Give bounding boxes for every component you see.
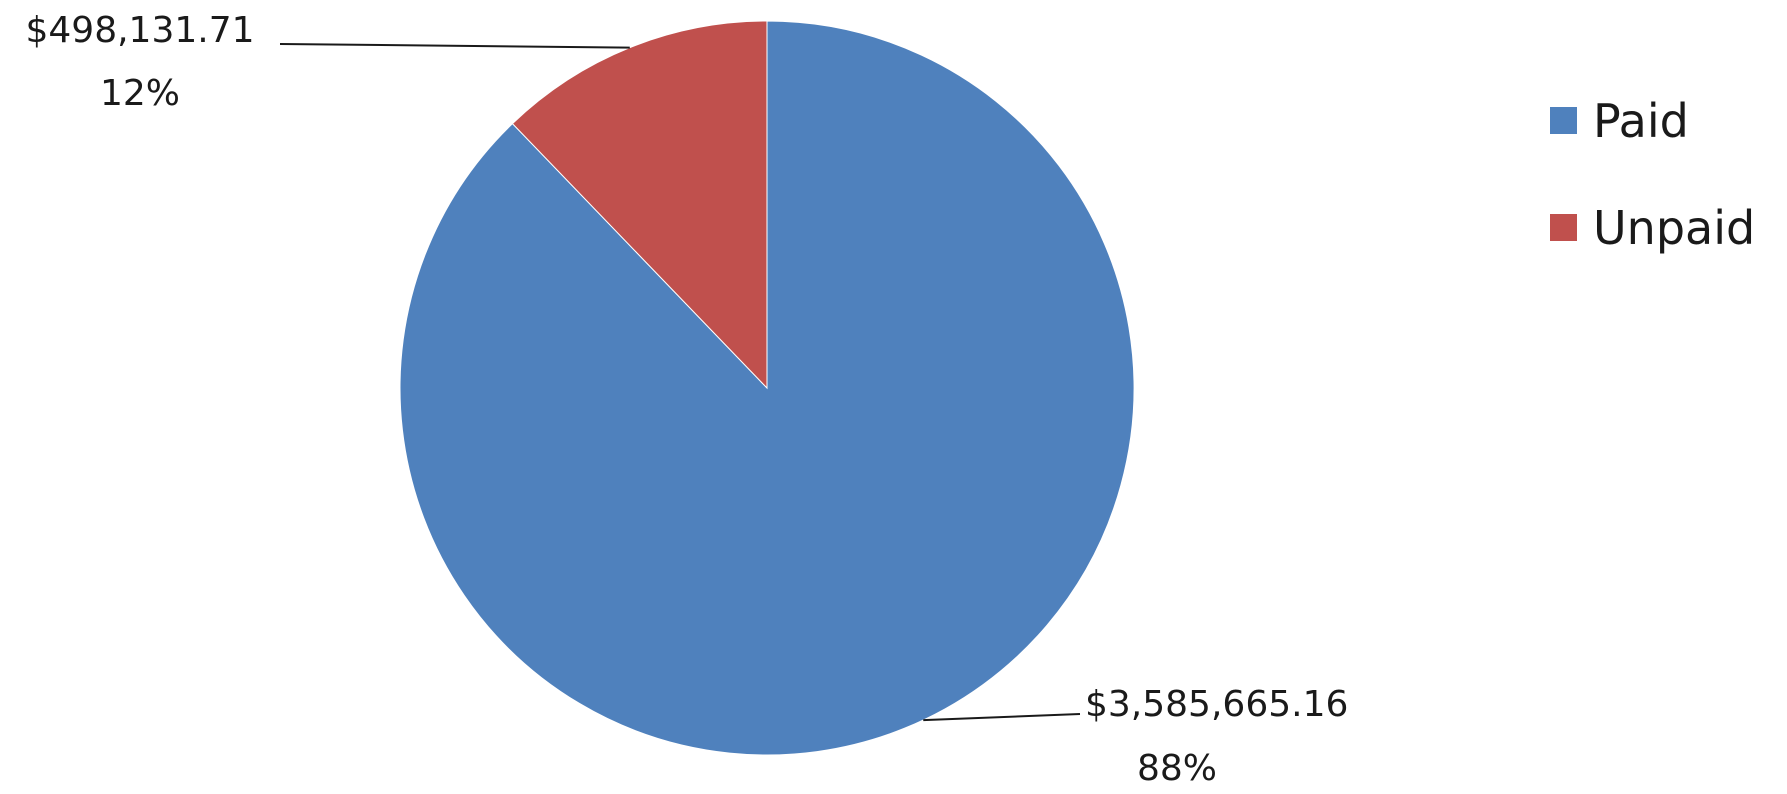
pie-slices: [399, 20, 1135, 756]
legend-label-unpaid: Unpaid: [1593, 201, 1755, 255]
legend: Paid Unpaid: [1550, 94, 1755, 255]
unpaid-percent-label: 12%: [100, 73, 180, 114]
legend-label-paid: Paid: [1593, 94, 1689, 148]
leader-lines: [279, 43, 1081, 722]
leader-line-unpaid: [279, 43, 630, 49]
leader-line-paid: [923, 713, 1081, 722]
legend-swatch-unpaid: [1550, 214, 1577, 241]
paid-percent-label: 88%: [1137, 748, 1217, 789]
paid-value-label: $3,585,665.16: [1085, 684, 1348, 725]
legend-swatch-paid: [1550, 107, 1577, 134]
unpaid-value-label: $498,131.71: [25, 10, 254, 51]
